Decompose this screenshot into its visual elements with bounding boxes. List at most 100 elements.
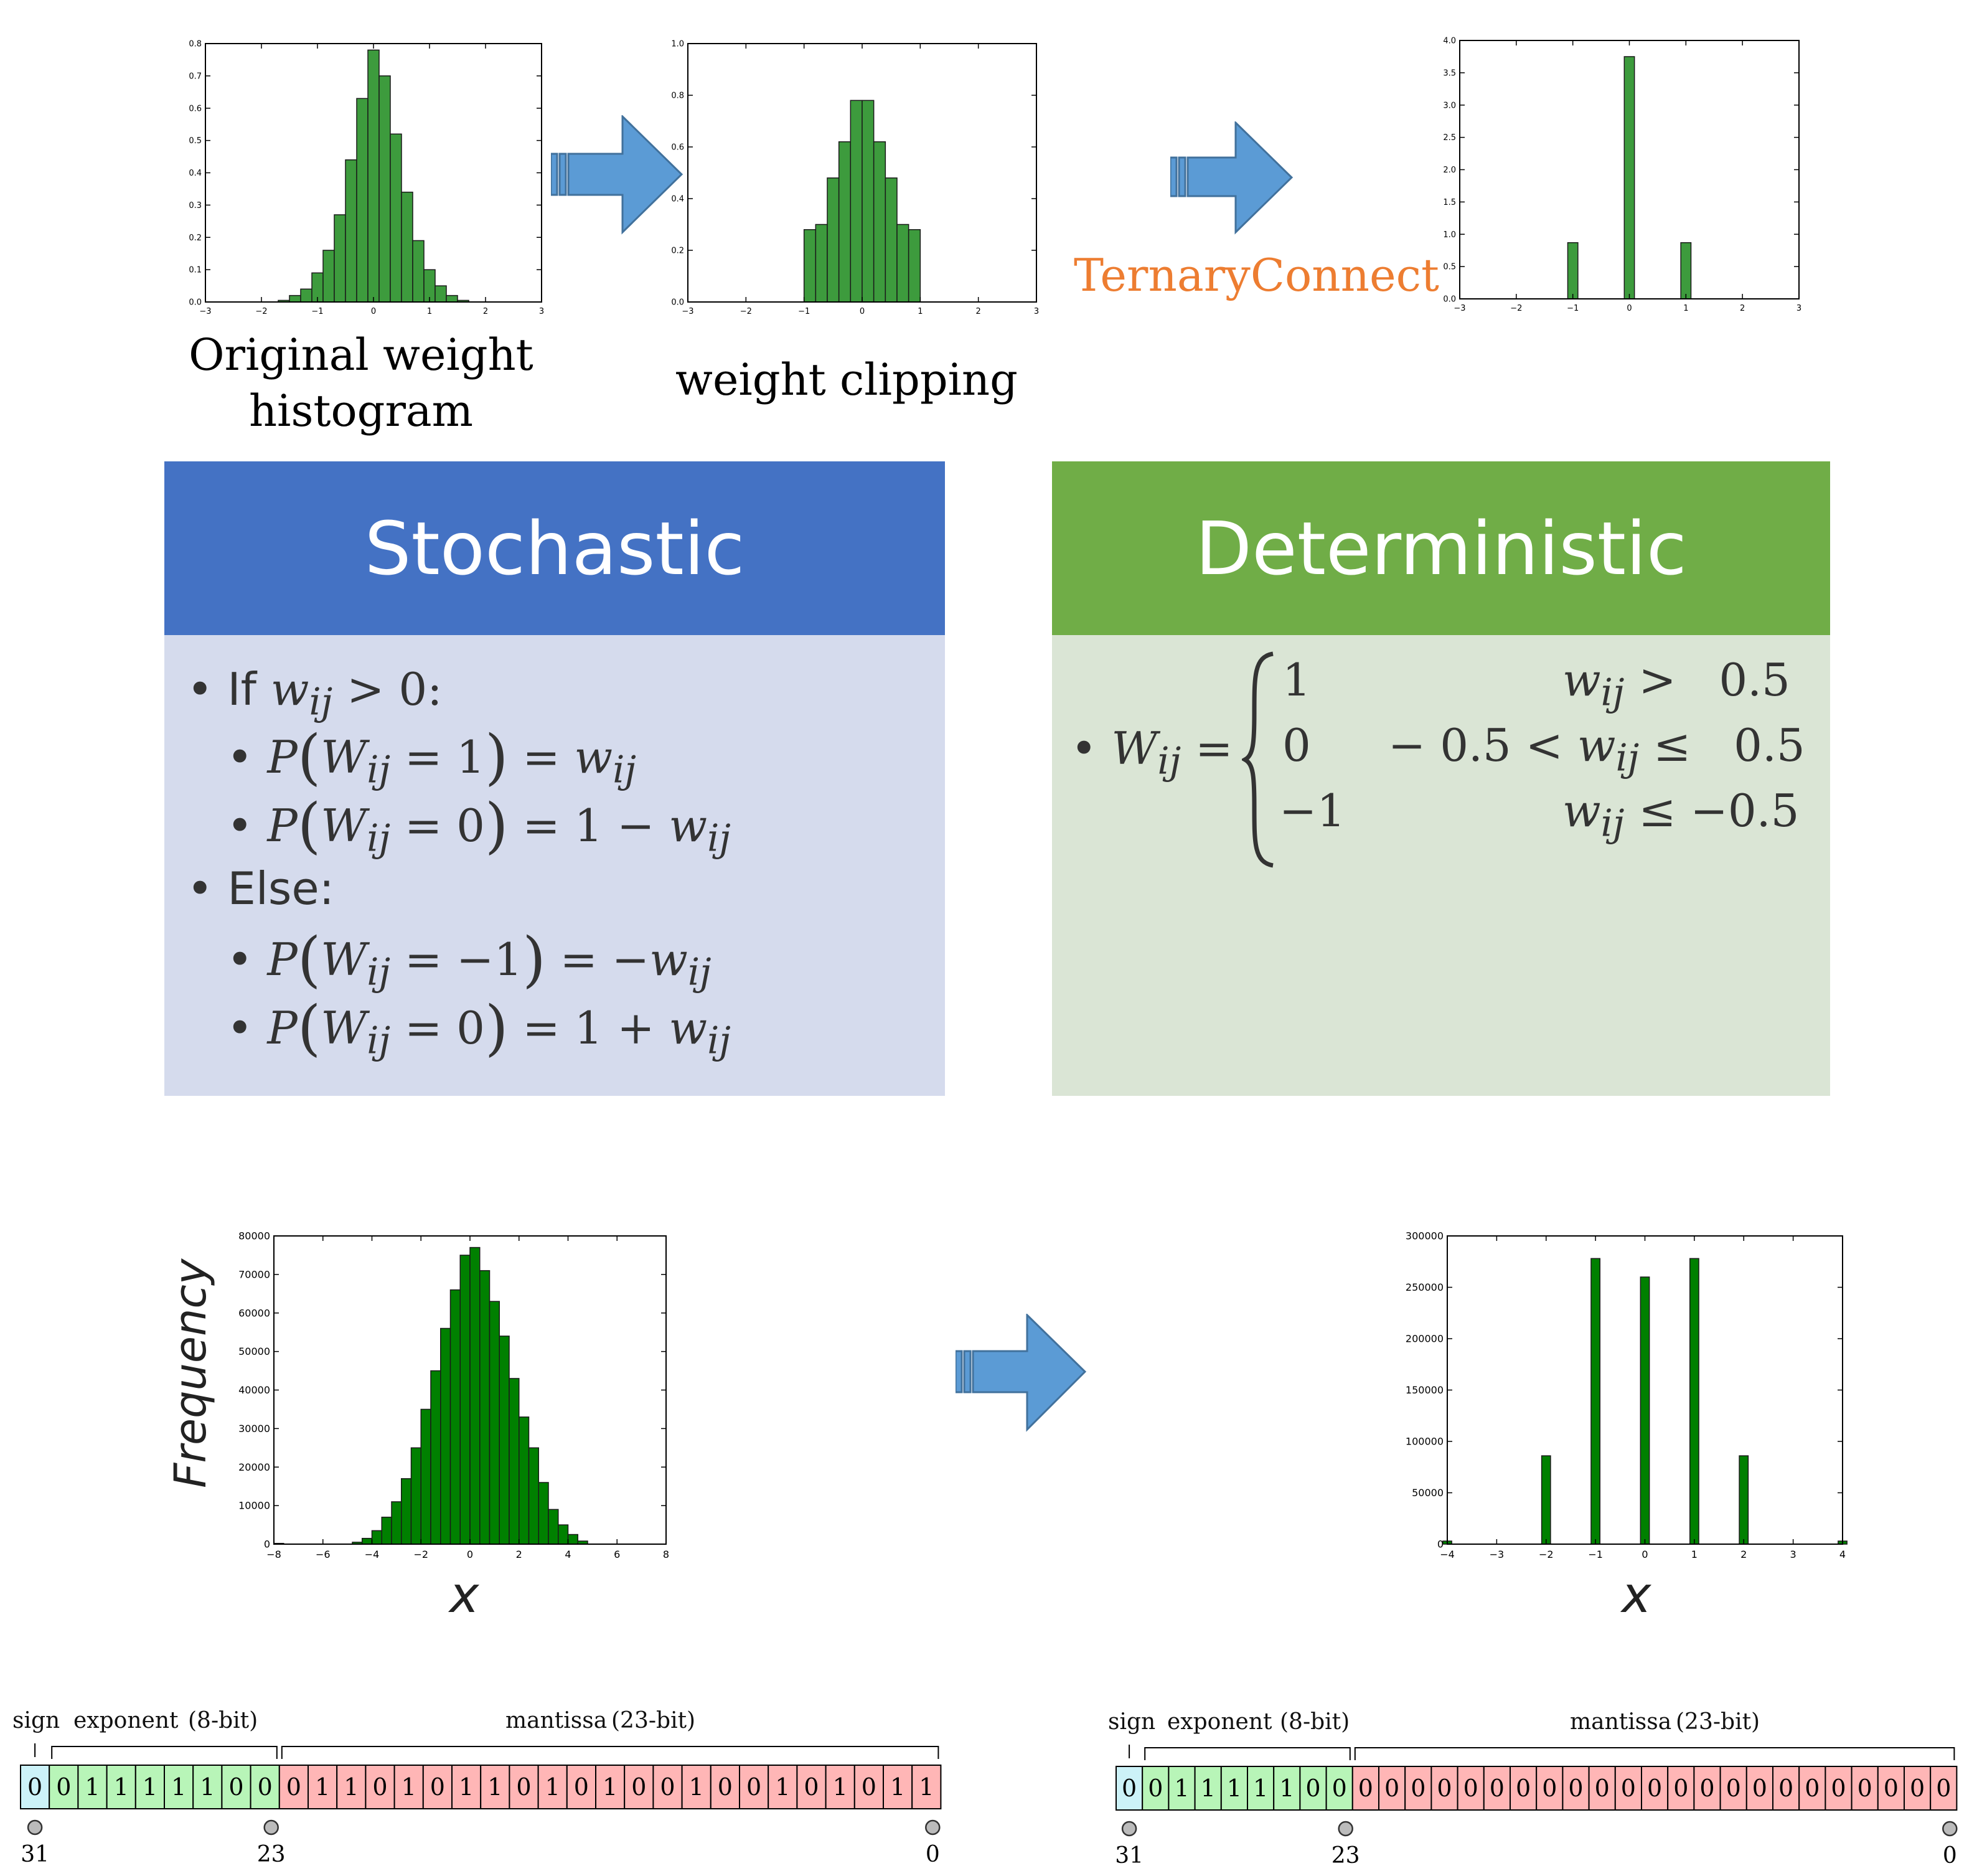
x-tick-label: 2 <box>516 1548 522 1560</box>
y-tick-label: 2.0 <box>1443 166 1456 175</box>
bar <box>1689 1258 1699 1545</box>
bit-value: 0 <box>56 1773 71 1801</box>
bit-cell <box>1194 1766 1222 1811</box>
bit-index-label: 0 <box>926 1842 940 1867</box>
bar <box>1739 1455 1749 1545</box>
bit-value: 0 <box>718 1773 733 1801</box>
bit-value: 0 <box>660 1773 675 1801</box>
y-tick-label: 0.2 <box>671 247 684 256</box>
arrow-right-icon <box>956 1314 1087 1432</box>
x-tick-label: 0 <box>371 307 376 316</box>
bit-cell <box>1115 1766 1144 1811</box>
bit-marker-icon <box>1942 1821 1958 1837</box>
bit-cell <box>1930 1766 1958 1811</box>
arrow-right-icon <box>551 115 683 235</box>
stochastic-prob-3: • P(Wij = −1) = −wij <box>227 925 712 994</box>
x-tick-label: −8 <box>266 1548 281 1560</box>
bit-value: 0 <box>631 1773 646 1801</box>
bit-value: 1 <box>833 1773 848 1801</box>
exponent-bits-label: (8-bit) <box>1280 1709 1350 1735</box>
x-tick-label: 4 <box>565 1548 571 1560</box>
bit-value: 1 <box>545 1773 560 1801</box>
deterministic-body: • Wij = 1 wij > 0.5 0 − 0.5 < wij ≤ 0.5 … <box>1052 635 1830 1096</box>
bit-marker-icon <box>1338 1821 1353 1837</box>
y-tick-label: 250000 <box>1406 1281 1444 1293</box>
bit-marker-icon <box>1121 1821 1137 1837</box>
x-tick-label: −2 <box>413 1548 428 1560</box>
bar <box>449 1289 461 1545</box>
bit-value: 1 <box>1279 1775 1294 1802</box>
y-tick-label: 4.0 <box>1443 37 1456 46</box>
bit-cell <box>1798 1766 1826 1811</box>
y-tick-label: 150000 <box>1406 1384 1444 1396</box>
bit-cell <box>1483 1766 1511 1811</box>
x-tick-label: 2 <box>1740 304 1745 313</box>
bar <box>300 288 312 303</box>
clipped-weight-histogram: −3 −2 −1 0 1 2 3 0.0 0.2 0.4 0.6 0.8 1.0 <box>671 40 1039 316</box>
stochastic-prob-4: • P(Wij = 0) = 1 + wij <box>227 993 731 1063</box>
bit-value: 1 <box>344 1773 359 1801</box>
x-tick-label: −4 <box>365 1548 380 1560</box>
y-tick-label: 0 <box>1437 1539 1444 1550</box>
bit-cell <box>595 1765 626 1809</box>
float32-bit-layout: 0 0 1 1 1 1 1 0 0 0 0 0 0 0 0 0 0 0 0 0 0 0 0 0 0 0 0 0 0 0 0 031 23 0 <box>1115 1745 1958 1869</box>
stochastic-title: Stochastic <box>364 505 745 592</box>
bit-value: 0 <box>574 1773 589 1801</box>
bar <box>420 1408 431 1545</box>
case-3: −1 <box>1279 785 1346 837</box>
bit-value: 1 <box>1253 1775 1268 1802</box>
exponent-label: exponent <box>1167 1709 1272 1735</box>
original-histogram-caption: Original weight histogram <box>189 329 533 436</box>
bit-value: 1 <box>1201 1775 1216 1802</box>
bar <box>815 224 828 303</box>
y-tick-label: 0.7 <box>189 72 202 81</box>
bit-cell <box>509 1765 539 1809</box>
x-tick-label: 1 <box>1691 1548 1698 1560</box>
weight-clipping-caption: weight clipping <box>675 354 1018 405</box>
x-tick-label: 3 <box>539 307 544 316</box>
mantissa-bits-label: (23-bit) <box>1676 1709 1760 1735</box>
y-tick-label: 3.5 <box>1443 68 1456 78</box>
bit-cell <box>566 1765 596 1809</box>
y-tick-label: 1.5 <box>1443 198 1456 207</box>
bit-cell <box>883 1765 913 1809</box>
bit-value: 0 <box>862 1773 876 1801</box>
x-tick-label: 0 <box>1627 304 1632 313</box>
bit-cell <box>164 1765 194 1809</box>
y-tick-label: 0.0 <box>671 298 684 308</box>
bit-cell <box>134 1765 166 1809</box>
bar <box>896 224 909 303</box>
x-axis-label-right: x <box>1622 1566 1651 1624</box>
bit-cell <box>1772 1766 1800 1811</box>
y-tick-label: 0.4 <box>671 195 684 204</box>
bit-value: 0 <box>430 1773 445 1801</box>
bar <box>362 1537 373 1545</box>
bit-value: 0 <box>1542 1775 1557 1802</box>
bit-value: 0 <box>1305 1775 1320 1802</box>
bar <box>356 98 369 303</box>
bit-cell <box>221 1765 251 1809</box>
bit-cell <box>652 1765 683 1809</box>
y-tick-label: 80000 <box>238 1230 270 1242</box>
bar <box>289 295 301 303</box>
x-axis-label-left: x <box>449 1566 479 1624</box>
y-tick-label: 200000 <box>1406 1333 1444 1345</box>
bit-value: 0 <box>1358 1775 1373 1802</box>
deterministic-title: Deterministic <box>1195 505 1687 592</box>
bar <box>1541 1455 1551 1545</box>
bit-cell <box>1745 1766 1774 1811</box>
y-tick-label: 40000 <box>238 1384 270 1396</box>
original-weight-histogram: −3 −2 −1 0 1 2 3 0.0 0.1 0.2 0.3 0.4 0.5 0.6 0.7 0.8 <box>189 40 544 316</box>
bit-cell <box>49 1765 79 1809</box>
bit-value: 0 <box>228 1773 243 1801</box>
bit-value: 1 <box>919 1773 934 1801</box>
bit-index-label: 0 <box>1943 1843 1957 1869</box>
bar <box>1590 1258 1601 1545</box>
bar <box>1623 56 1635 299</box>
bar <box>479 1270 491 1545</box>
x-tick-label: 2 <box>483 307 488 316</box>
stochastic-if-line: • If wij > 0: <box>187 663 443 724</box>
x-tick-label: 0 <box>860 307 865 316</box>
bit-value: 0 <box>1463 1775 1478 1802</box>
x-tick-label: −1 <box>1567 304 1579 313</box>
